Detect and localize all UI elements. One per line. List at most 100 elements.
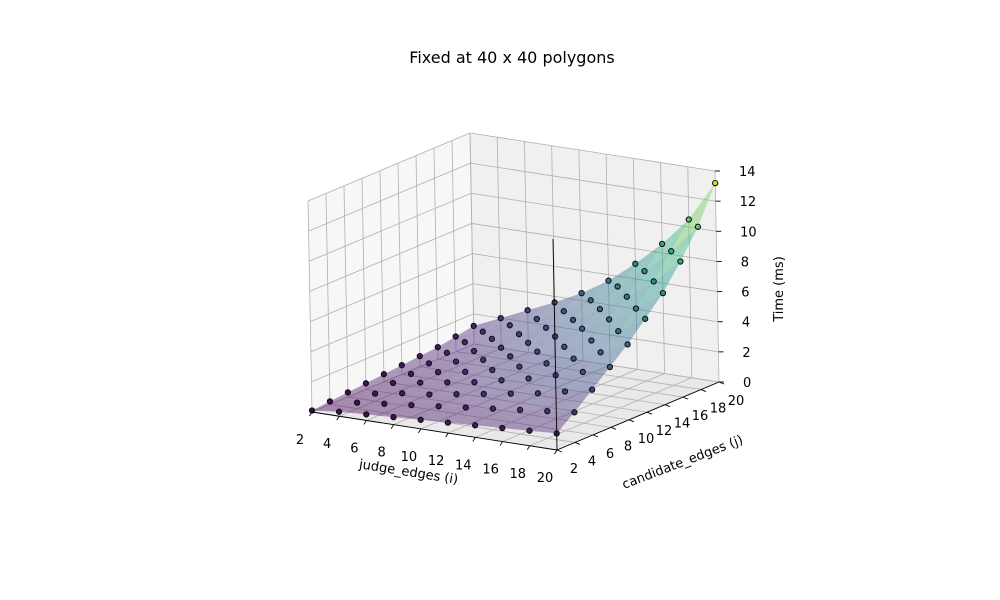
- data-point: [694, 223, 702, 230]
- surface-patch: [582, 344, 628, 372]
- data-point: [578, 289, 585, 297]
- surface-patch: [636, 261, 681, 309]
- data-point: [371, 390, 379, 397]
- data-point: [605, 316, 613, 323]
- data-point: [571, 409, 578, 416]
- surface-patch: [420, 406, 466, 423]
- data-point: [480, 390, 487, 398]
- surface-patch: [537, 371, 583, 394]
- surface-patch: [383, 363, 429, 375]
- y-tick: [700, 389, 707, 392]
- surface-patch: [536, 293, 582, 319]
- data-point: [344, 389, 352, 396]
- data-point: [499, 424, 506, 432]
- grid-line-x: [660, 162, 665, 374]
- surface-patch: [509, 302, 555, 326]
- x-tick-label: 14: [455, 458, 472, 473]
- surface-patch: [617, 243, 663, 287]
- surface-patch: [411, 394, 457, 407]
- surface-patch: [465, 356, 511, 372]
- surface-patch: [438, 359, 484, 373]
- z-tick-label: 4: [742, 316, 750, 331]
- data-point: [381, 400, 388, 407]
- x-axis-line: [311, 411, 558, 451]
- surface-patch: [501, 363, 547, 381]
- x-tick: [418, 428, 422, 434]
- grid-line-y: [329, 404, 576, 443]
- surface-patch: [546, 340, 592, 364]
- grid-line-y: [365, 388, 612, 428]
- surface-patch: [565, 367, 610, 392]
- surface-patch: [420, 371, 466, 383]
- z-tick-label: 2: [742, 346, 750, 361]
- data-point: [615, 327, 622, 335]
- surface-patch: [483, 378, 529, 394]
- data-point: [462, 404, 469, 411]
- x-tick: [390, 424, 395, 429]
- data-point: [526, 427, 533, 434]
- data-point: [335, 408, 343, 415]
- data-point: [408, 401, 415, 409]
- data-point: [596, 305, 604, 313]
- x-tick-label: 10: [401, 450, 418, 465]
- surface-patch: [357, 393, 403, 404]
- z-tick-label: 8: [741, 255, 749, 270]
- x-tick: [336, 415, 340, 421]
- grid-line-z: [470, 162, 716, 202]
- surface-patch: [365, 373, 411, 384]
- x-tick: [526, 445, 531, 451]
- data-point: [452, 333, 459, 340]
- surface-patch: [564, 319, 610, 347]
- surface-patch: [519, 346, 565, 367]
- data-point: [623, 293, 630, 300]
- y-tick: [574, 442, 581, 445]
- data-point: [569, 316, 577, 324]
- surface-patch: [482, 310, 528, 332]
- data-point: [642, 315, 649, 322]
- surface-patch: [474, 334, 519, 351]
- grid-line-z: [471, 192, 717, 232]
- grid-line-y: [397, 163, 403, 375]
- grid-line-z: [469, 132, 716, 172]
- grid-line-z: [472, 283, 718, 323]
- grid-line-z: [471, 223, 717, 262]
- surface-patch: [339, 402, 385, 415]
- data-point: [685, 216, 692, 223]
- data-point: [597, 349, 604, 356]
- data-point: [461, 339, 468, 346]
- y-tick: [628, 419, 635, 423]
- surface-patch: [447, 407, 493, 426]
- data-point: [470, 347, 478, 355]
- data-point: [544, 407, 551, 415]
- data-point: [641, 267, 648, 275]
- surface-patch: [546, 300, 591, 328]
- data-point: [542, 324, 550, 331]
- data-point: [417, 379, 424, 386]
- data-point: [353, 399, 361, 406]
- y-tick: [682, 396, 689, 400]
- surface-patch: [555, 309, 600, 337]
- grid-line-x: [714, 170, 720, 383]
- grid-line-z: [310, 253, 473, 322]
- data-point: [506, 322, 513, 329]
- grid-line-y: [361, 178, 367, 390]
- grid-line-x: [366, 352, 529, 421]
- surface-patch: [591, 308, 636, 341]
- grid-line-z: [473, 313, 719, 353]
- grid-line-x: [605, 154, 611, 366]
- data-point: [578, 325, 586, 332]
- data-point: [533, 315, 540, 323]
- x-tick-label: 2: [296, 433, 304, 448]
- data-point: [659, 289, 667, 297]
- axes-panes: [308, 133, 719, 450]
- pane-floor: [312, 344, 719, 450]
- grid-line-z: [307, 132, 471, 202]
- data-point: [497, 344, 505, 351]
- x-tick-label: 8: [378, 446, 386, 461]
- data-point: [525, 375, 532, 382]
- grid-line-y: [383, 381, 630, 421]
- grid-line-x: [393, 356, 556, 426]
- grid-line-y: [437, 358, 684, 398]
- z-axis-line: [552, 238, 558, 451]
- data-point: [588, 386, 596, 393]
